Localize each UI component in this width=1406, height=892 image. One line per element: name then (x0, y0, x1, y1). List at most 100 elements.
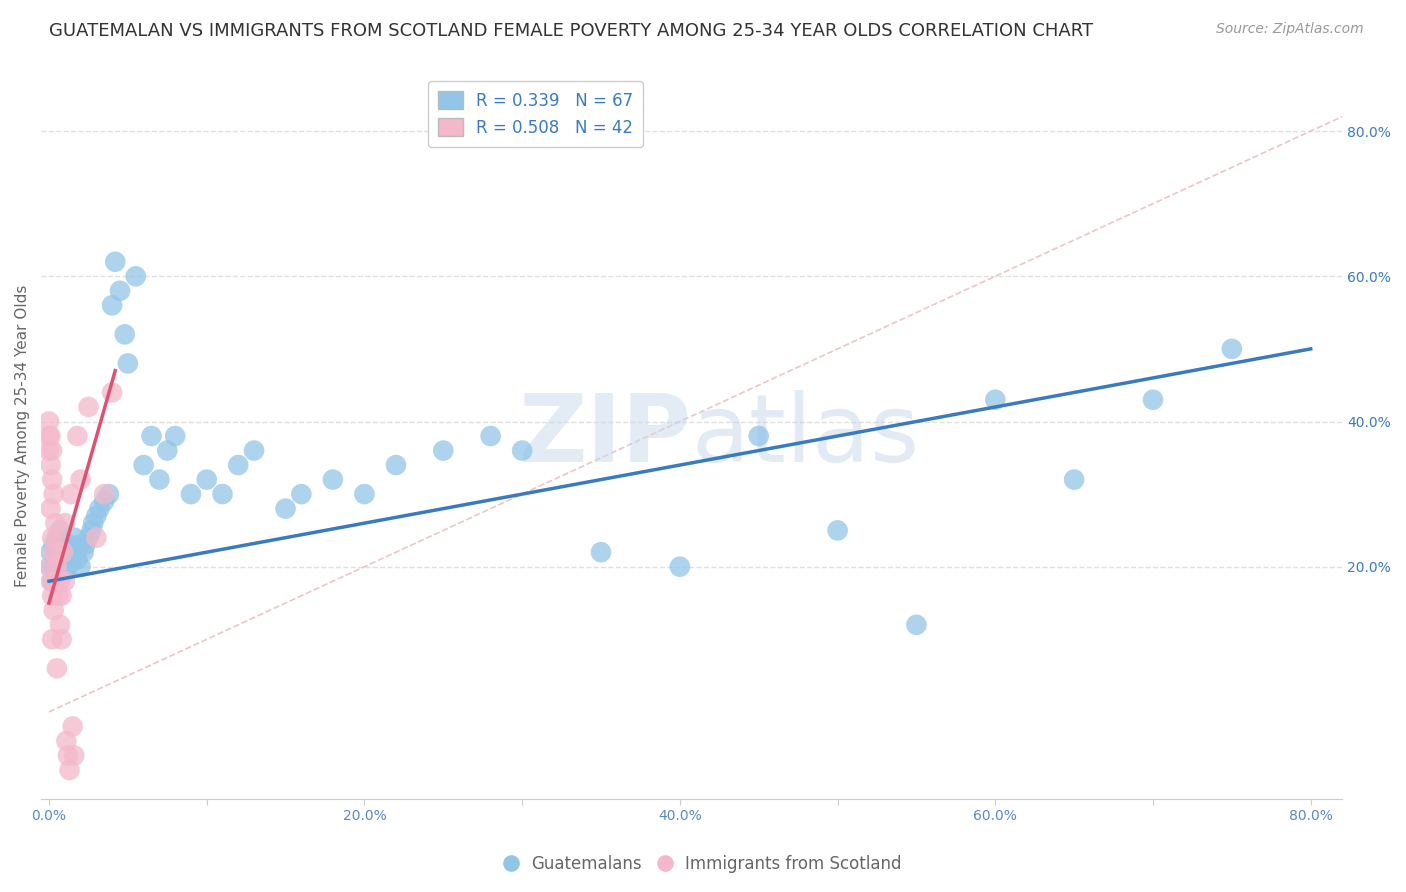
Point (274, 501, 297, 516)
Point (39, 559, 62, 574)
Point (132, 458, 155, 472)
Point (905, 617, 928, 632)
Point (89, 501, 111, 516)
Point (52, 545, 75, 559)
Point (86, 508, 108, 523)
Text: Source: ZipAtlas.com: Source: ZipAtlas.com (1216, 22, 1364, 37)
Point (984, 392, 1007, 407)
Point (67, 538, 90, 552)
Y-axis label: Female Poverty Among 25-34 Year Olds: Female Poverty Among 25-34 Year Olds (15, 285, 30, 587)
Point (80, 524, 103, 538)
Point (58, 538, 80, 552)
Point (45, 531, 67, 545)
Point (53, 545, 76, 559)
Point (45, 545, 67, 559)
Point (93, 487, 115, 501)
Point (48, 589, 70, 603)
Point (42, 538, 65, 552)
Point (45, 531, 67, 545)
Point (52, 566, 75, 581)
Point (44, 516, 66, 530)
Point (77, 400, 100, 414)
Point (226, 458, 249, 472)
Point (49, 524, 72, 538)
Point (39, 429, 62, 443)
Text: ZIP: ZIP (519, 390, 692, 482)
Point (180, 487, 202, 501)
Point (51, 538, 73, 552)
Point (510, 443, 533, 458)
Point (39, 458, 62, 472)
Point (39, 501, 62, 516)
Point (73, 545, 96, 559)
Point (827, 524, 849, 538)
Point (165, 429, 187, 443)
Point (63, 748, 86, 763)
Point (58, 763, 80, 777)
Point (66, 429, 89, 443)
Point (156, 443, 179, 458)
Point (125, 269, 148, 284)
Point (322, 473, 344, 487)
Point (60, 487, 83, 501)
Point (77, 531, 100, 545)
Point (41, 443, 63, 458)
Point (55, 734, 77, 748)
Point (195, 473, 218, 487)
Point (42, 487, 65, 501)
Point (45, 559, 67, 574)
Point (38, 429, 60, 443)
Point (60, 545, 83, 559)
Text: atlas: atlas (692, 390, 920, 482)
Point (42, 545, 65, 559)
Point (63, 531, 86, 545)
Point (38, 559, 60, 574)
Point (56, 559, 79, 574)
Point (104, 254, 127, 268)
Legend: R = 0.339   N = 67, R = 0.508   N = 42: R = 0.339 N = 67, R = 0.508 N = 42 (427, 81, 644, 147)
Point (51, 589, 73, 603)
Point (211, 487, 233, 501)
Point (38, 443, 60, 458)
Point (39, 545, 62, 559)
Point (42, 559, 65, 574)
Point (69, 473, 91, 487)
Point (56, 748, 79, 763)
Legend: Guatemalans, Immigrants from Scotland: Guatemalans, Immigrants from Scotland (498, 848, 908, 880)
Point (75, 538, 97, 552)
Point (1063, 473, 1085, 487)
Point (55, 552, 77, 566)
Point (108, 284, 131, 298)
Point (48, 545, 70, 559)
Point (479, 429, 502, 443)
Point (243, 443, 266, 458)
Point (86, 531, 108, 545)
Point (49, 617, 72, 632)
Point (53, 574, 76, 589)
Point (39, 574, 62, 589)
Point (51, 632, 73, 647)
Point (385, 458, 408, 472)
Point (42, 603, 65, 617)
Point (53, 516, 76, 530)
Point (101, 385, 124, 400)
Point (41, 632, 63, 647)
Point (1220, 342, 1243, 356)
Point (62, 552, 84, 566)
Point (748, 429, 770, 443)
Point (53, 559, 76, 574)
Point (44, 566, 66, 581)
Point (62, 719, 84, 733)
Point (1142, 392, 1164, 407)
Point (353, 487, 375, 501)
Point (82, 516, 104, 530)
Point (38, 415, 60, 429)
Point (41, 574, 63, 589)
Point (44, 574, 66, 589)
Point (69, 559, 91, 574)
Point (66, 552, 89, 566)
Point (148, 473, 170, 487)
Point (41, 473, 63, 487)
Text: GUATEMALAN VS IMMIGRANTS FROM SCOTLAND FEMALE POVERTY AMONG 25-34 YEAR OLDS CORR: GUATEMALAN VS IMMIGRANTS FROM SCOTLAND F… (49, 22, 1094, 40)
Point (41, 531, 63, 545)
